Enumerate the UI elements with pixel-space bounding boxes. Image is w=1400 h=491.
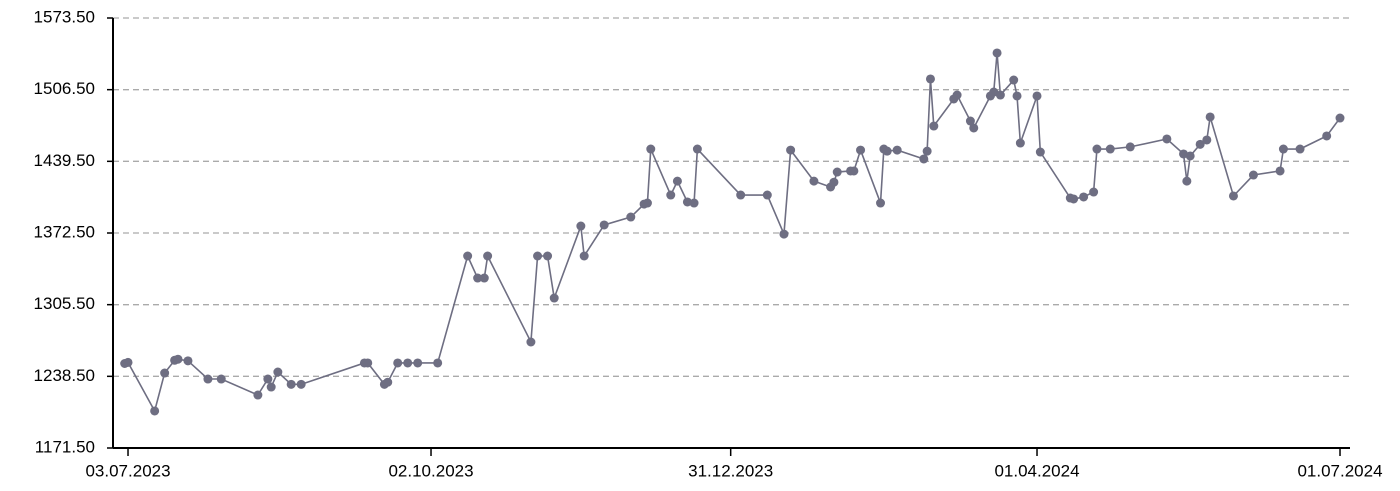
data-point: [672, 176, 682, 186]
data-point: [1248, 170, 1258, 180]
data-point: [786, 145, 796, 155]
data-point: [856, 145, 866, 155]
data-point: [383, 377, 393, 387]
data-point: [626, 212, 636, 222]
data-point: [952, 90, 962, 100]
data-point: [1162, 134, 1172, 144]
data-point: [216, 374, 226, 384]
data-point: [543, 251, 553, 261]
data-point: [892, 145, 902, 155]
data-point: [666, 190, 676, 200]
y-tick-label: 1305.50: [34, 294, 95, 313]
data-point: [1228, 191, 1238, 201]
data-point: [1125, 142, 1135, 152]
data-point: [533, 251, 543, 261]
data-point: [1278, 144, 1288, 154]
data-point: [403, 358, 413, 368]
data-point: [526, 337, 536, 347]
data-point: [832, 167, 842, 177]
data-point: [779, 229, 789, 239]
data-point: [1295, 144, 1305, 154]
data-point: [929, 121, 939, 131]
x-tick-label: 31.12.2023: [688, 461, 773, 480]
data-point: [762, 190, 772, 200]
y-tick-label: 1238.50: [34, 366, 95, 385]
data-point: [1322, 131, 1332, 141]
data-point: [160, 368, 170, 378]
data-point: [1202, 135, 1212, 145]
data-point: [173, 354, 183, 364]
data-point: [296, 379, 306, 389]
y-tick-label: 1573.50: [34, 7, 95, 26]
data-point: [1069, 194, 1079, 204]
data-point: [1009, 75, 1019, 85]
data-point: [682, 197, 692, 207]
data-point: [433, 358, 443, 368]
data-point: [473, 273, 483, 283]
data-point: [1092, 144, 1102, 154]
data-point: [692, 144, 702, 154]
data-point: [965, 116, 975, 126]
data-point: [363, 358, 373, 368]
data-point: [925, 74, 935, 84]
data-point: [642, 198, 652, 208]
data-point: [273, 367, 283, 377]
data-point: [150, 406, 160, 416]
y-tick-label: 1439.50: [34, 151, 95, 170]
data-point: [809, 176, 819, 186]
data-point: [286, 379, 296, 389]
x-tick-label: 03.07.2023: [85, 461, 170, 480]
data-line: [124, 52, 1341, 414]
data-point: [393, 358, 403, 368]
data-point: [1275, 166, 1285, 176]
data-point: [969, 123, 979, 133]
data-point: [576, 221, 586, 231]
data-point: [1015, 138, 1025, 148]
data-point: [266, 382, 276, 392]
data-point: [599, 220, 609, 230]
data-point: [922, 146, 932, 156]
data-point: [992, 48, 1002, 58]
data-point: [919, 154, 929, 164]
data-point: [203, 374, 213, 384]
y-tick-label: 1506.50: [34, 79, 95, 98]
data-point: [1032, 91, 1042, 101]
data-point: [876, 198, 886, 208]
data-point: [1012, 91, 1022, 101]
data-point: [549, 293, 559, 303]
data-point: [736, 190, 746, 200]
data-point: [849, 166, 859, 176]
data-point: [1079, 192, 1089, 202]
x-tick-label: 01.07.2024: [1297, 461, 1382, 480]
data-point: [253, 390, 263, 400]
x-tick-label: 01.04.2024: [994, 461, 1079, 480]
data-point: [646, 144, 656, 154]
data-point: [1205, 112, 1215, 122]
data-point: [123, 357, 133, 367]
data-point: [483, 251, 493, 261]
data-point: [1335, 113, 1345, 123]
data-point: [479, 273, 489, 283]
data-point: [995, 90, 1005, 100]
data-point: [1035, 147, 1045, 157]
data-point: [263, 374, 273, 384]
data-point: [1105, 144, 1115, 154]
data-point: [413, 358, 423, 368]
data-point: [1195, 139, 1205, 149]
data-point: [689, 198, 699, 208]
data-point: [882, 146, 892, 156]
y-tick-label: 1171.50: [35, 437, 95, 456]
data-point: [463, 251, 473, 261]
data-point: [1182, 176, 1192, 186]
data-point: [829, 177, 839, 187]
x-tick-label: 02.10.2023: [388, 461, 473, 480]
y-tick-label: 1372.50: [34, 222, 95, 241]
data-point: [1185, 151, 1195, 161]
data-point: [579, 251, 589, 261]
data-point: [183, 356, 193, 366]
data-point: [1089, 187, 1099, 197]
